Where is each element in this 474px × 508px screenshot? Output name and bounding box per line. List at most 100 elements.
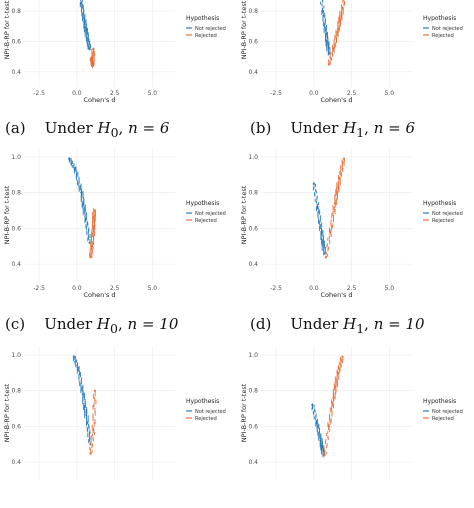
legend-title: Hypothesis	[423, 15, 456, 22]
series-rejected	[324, 157, 346, 259]
data-point	[327, 52, 331, 55]
chart-svg-e: 0.4 0.6 0.8 1.0 NPI-B-RP for t-test Hypothesi…	[3, 346, 226, 480]
y-tick-label: 1.0	[248, 352, 258, 359]
caption-b: (b) Under H1, n = 6	[250, 119, 416, 140]
y-axis-title: NPI-B-RP for t-test	[240, 383, 248, 442]
grid	[24, 0, 175, 87]
y-tick-label: 0.4	[11, 459, 21, 466]
legend-title: Hypothesis	[423, 200, 456, 207]
chart-panel-e: 0.4 0.6 0.8 1.0 NPI-B-RP for t-test Hypothesi…	[0, 338, 237, 508]
series-rejected	[89, 208, 96, 259]
y-tick-label: 0.6	[11, 225, 21, 232]
caption-a: (a) Under H0, n = 6	[5, 119, 170, 140]
y-tick-label: 0.8	[248, 190, 258, 197]
chart-svg-f: 0.4 0.6 0.8 1.0 NPI-B-RP for t-test Hypothesi…	[240, 346, 463, 480]
y-tick-label: 0.4	[11, 261, 21, 268]
x-axis-title: Cohen's d	[83, 96, 115, 104]
x-axis-title: Cohen's d	[83, 291, 115, 299]
y-tick-label: 0.6	[248, 423, 258, 430]
y-axis-title: NPI-B-RP for t-test	[3, 383, 11, 442]
series-not-rejected	[311, 403, 326, 458]
x-tick-label: 0.0	[72, 90, 82, 97]
y-axis-title: NPI-B-RP for t-test	[240, 185, 248, 244]
legend-title: Hypothesis	[186, 398, 219, 405]
x-tick-label: 5.0	[148, 285, 158, 292]
y-axis-title: NPI-B-RP for t-test	[3, 185, 11, 244]
y-tick-label: 0.8	[11, 190, 21, 197]
legend-label: Not rejected	[432, 26, 463, 32]
y-tick-label: 0.6	[11, 38, 21, 45]
grid	[261, 0, 412, 87]
series-rejected	[327, 0, 346, 66]
x-tick-label: 5.0	[148, 90, 158, 97]
x-tick-label: -2.5	[33, 285, 45, 292]
y-tick-label: 0.8	[248, 8, 258, 15]
y-tick-label: 1.0	[11, 352, 21, 359]
x-tick-label: -2.5	[270, 285, 282, 292]
grid	[24, 148, 175, 282]
legend-label: Rejected	[195, 218, 217, 224]
x-tick-label: 2.5	[347, 90, 357, 97]
data-point	[93, 389, 97, 392]
series-not-rejected	[68, 157, 91, 244]
y-tick-label: 0.6	[248, 225, 258, 232]
x-axis-title: Cohen's d	[320, 96, 352, 104]
legend-label: Rejected	[432, 416, 454, 422]
x-tick-label: 2.5	[110, 90, 120, 97]
series-rejected	[89, 389, 97, 455]
x-tick-label: 0.0	[309, 285, 319, 292]
y-tick-label: 0.6	[11, 423, 21, 430]
legend-label: Not rejected	[432, 211, 463, 217]
x-tick-label: 2.5	[347, 285, 357, 292]
series-not-rejected	[320, 0, 331, 56]
y-tick-label: 0.4	[248, 459, 258, 466]
series-rejected	[323, 355, 344, 457]
y-tick-label: 0.4	[248, 261, 258, 268]
chart-svg-d: 0.4 0.6 0.8 1.0 -2.5 0.0 2.5 5.0 Cohen's d NPI-B-…	[240, 148, 463, 299]
legend-label: Not rejected	[195, 26, 226, 32]
series-rejected	[89, 47, 96, 69]
x-tick-label: 5.0	[385, 285, 395, 292]
legend-label: Not rejected	[195, 211, 226, 217]
chart-svg-c: 0.4 0.6 0.8 1.0 -2.5 0.0 2.5 5.0 Cohen's d NPI-B-…	[3, 148, 226, 299]
legend-label: Rejected	[195, 416, 217, 422]
y-tick-label: 0.6	[248, 38, 258, 45]
y-tick-label: 0.8	[248, 388, 258, 395]
grid	[261, 346, 412, 480]
y-tick-label: 0.8	[11, 8, 21, 15]
x-tick-label: 0.0	[72, 285, 82, 292]
x-tick-label: 2.5	[110, 285, 120, 292]
chart-panel-d: 0.4 0.6 0.8 1.0 -2.5 0.0 2.5 5.0 Cohen's d NPI-B-…	[237, 140, 474, 310]
legend-label: Not rejected	[195, 409, 226, 415]
x-tick-label: -2.5	[33, 90, 45, 97]
y-tick-label: 1.0	[248, 154, 258, 161]
legend-title: Hypothesis	[186, 200, 219, 207]
series-not-rejected	[312, 182, 326, 256]
legend-label: Rejected	[195, 33, 217, 39]
grid	[261, 148, 412, 282]
y-tick-label: 1.0	[11, 154, 21, 161]
series-not-rejected	[72, 355, 92, 446]
chart-panel-f: 0.4 0.6 0.8 1.0 NPI-B-RP for t-test Hypothesi…	[237, 338, 474, 508]
x-tick-label: 5.0	[385, 90, 395, 97]
legend-title: Hypothesis	[423, 398, 456, 405]
caption-c: (c) Under H0, n = 10	[5, 315, 179, 336]
data-point	[341, 355, 344, 358]
x-tick-label: -2.5	[270, 90, 282, 97]
data-point	[92, 47, 95, 51]
legend-title: Hypothesis	[186, 15, 219, 22]
data-point	[323, 252, 326, 255]
y-axis-title: NPI-B-RP for t-test	[240, 0, 248, 59]
legend-label: Rejected	[432, 33, 454, 39]
data-point	[93, 209, 96, 212]
data-point	[342, 157, 346, 160]
